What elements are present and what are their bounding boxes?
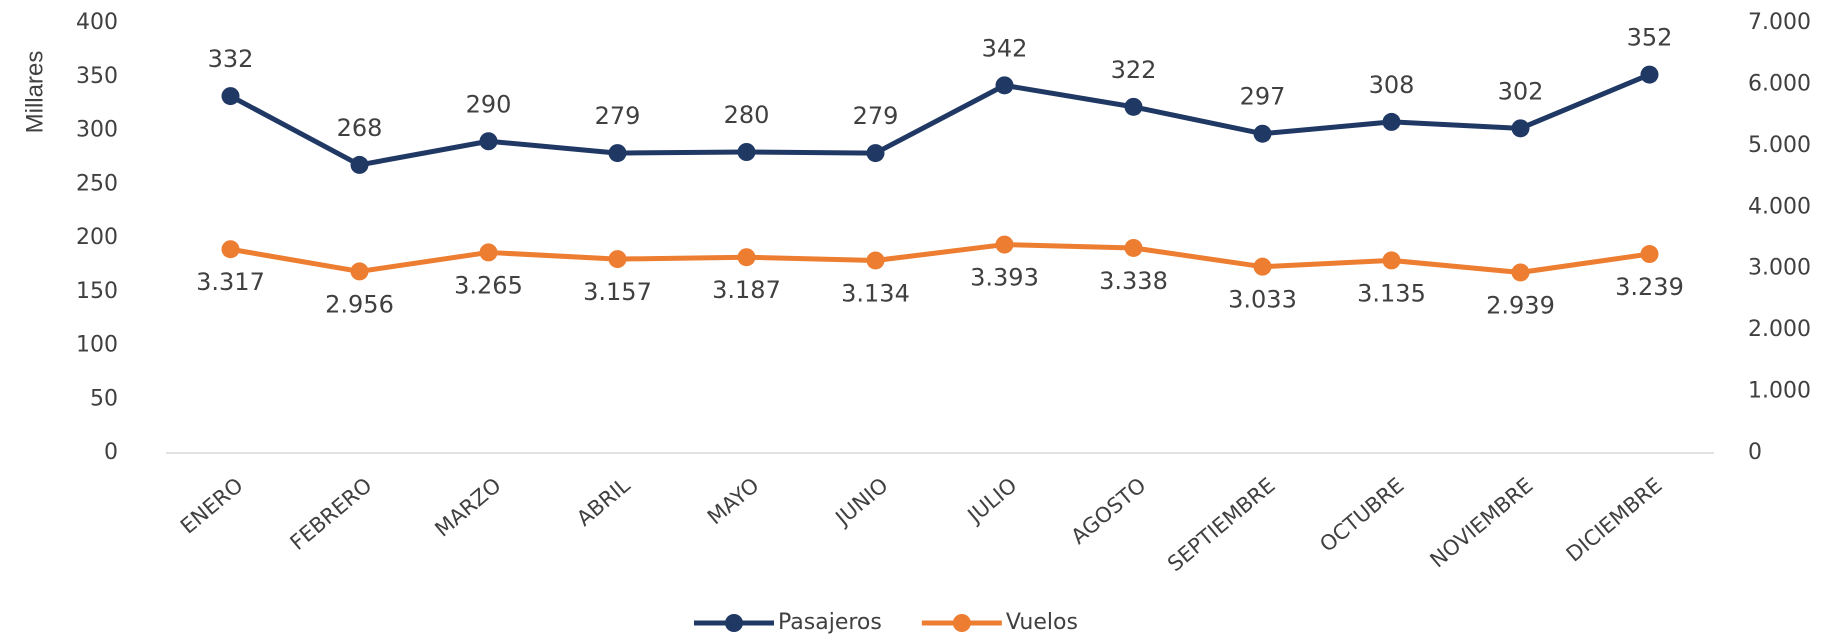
data-point [867,251,885,269]
data-label: 280 [724,101,770,129]
y2-tick-label: 5.000 [1748,133,1811,158]
chart: Millares 0 50 100 150 200 250 300 350 400 0 1.000 2… [0,0,1831,636]
data-point [609,250,627,268]
data-label: 322 [1111,56,1157,84]
data-label: 3.033 [1228,286,1297,314]
data-point [351,156,369,174]
y2-tick-label: 2.000 [1748,317,1811,342]
legend-marker [725,614,743,632]
data-label: 2.956 [325,290,394,318]
y-tick-label: 250 [76,171,118,196]
data-point [1641,66,1659,84]
data-label: 3.239 [1615,273,1684,301]
data-label: 3.134 [841,279,910,307]
y-tick-label: 150 [76,279,118,304]
data-point [222,240,240,258]
data-point [1125,239,1143,257]
series-line [231,245,1650,273]
x-tick-label: OCTUBRE [1315,473,1408,557]
data-point [1512,119,1530,137]
data-label: 268 [337,114,383,142]
data-point [1641,245,1659,263]
data-point [222,87,240,105]
data-label: 3.317 [196,268,265,296]
legend-label: Vuelos [1006,610,1078,635]
data-point [351,262,369,280]
data-point [738,248,756,266]
x-tick-label: FEBRERO [285,473,376,555]
data-point [480,132,498,150]
y2-tick-label: 6.000 [1748,71,1811,96]
data-point [996,76,1014,94]
legend-marker [953,614,971,632]
y-tick-label: 0 [104,440,118,465]
x-tick-label: MARZO [430,473,505,542]
y2-tick-label: 3.000 [1748,256,1811,281]
data-point [1254,258,1272,276]
data-point [480,243,498,261]
data-point [1125,98,1143,116]
y2-tick-label: 0 [1748,440,1762,465]
y-tick-label: 300 [76,118,118,143]
data-label: 3.393 [970,264,1039,292]
data-label: 279 [853,102,899,130]
x-tick-label: ABRIL [572,473,635,531]
data-point [867,144,885,162]
data-label: 297 [1240,83,1286,111]
x-tick-label: AGOSTO [1067,473,1151,549]
data-label: 3.135 [1357,279,1426,307]
y-tick-label: 200 [76,225,118,250]
data-label: 352 [1627,24,1673,52]
data-label: 302 [1498,77,1544,105]
y2-tick-label: 7.000 [1748,10,1811,35]
y-tick-label: 350 [76,64,118,89]
y-tick-label: 100 [76,333,118,358]
data-label: 3.338 [1099,267,1168,295]
data-label: 279 [595,102,641,130]
data-label: 290 [466,90,512,118]
data-point [996,236,1014,254]
data-label: 2.939 [1486,291,1555,319]
x-tick-label: ENERO [176,473,248,539]
x-tick-label: SEPTIEMBRE [1163,473,1279,576]
x-tick-label: DICIEMBRE [1562,473,1667,567]
y-axis-label: Millares [21,51,48,134]
x-tick-label: NOVIEMBRE [1426,473,1538,572]
data-label: 308 [1369,71,1415,99]
data-point [738,143,756,161]
x-tick-label: JUNIO [830,473,893,531]
y2-tick-label: 1.000 [1748,379,1811,404]
x-tick-label: JULIO [962,473,1022,529]
data-label: 342 [982,34,1028,62]
data-label: 3.187 [712,276,781,304]
data-label: 3.157 [583,278,652,306]
data-point [1512,263,1530,281]
y-tick-label: 400 [76,10,118,35]
y-tick-label: 50 [90,386,118,411]
y2-tick-label: 4.000 [1748,194,1811,219]
data-point [1254,125,1272,143]
series-line [231,75,1650,165]
data-label: 332 [208,45,254,73]
x-tick-label: MAYO [703,473,764,529]
legend-label: Pasajeros [778,610,882,635]
data-point [1383,251,1401,269]
data-point [609,144,627,162]
data-label: 3.265 [454,271,523,299]
data-point [1383,113,1401,131]
